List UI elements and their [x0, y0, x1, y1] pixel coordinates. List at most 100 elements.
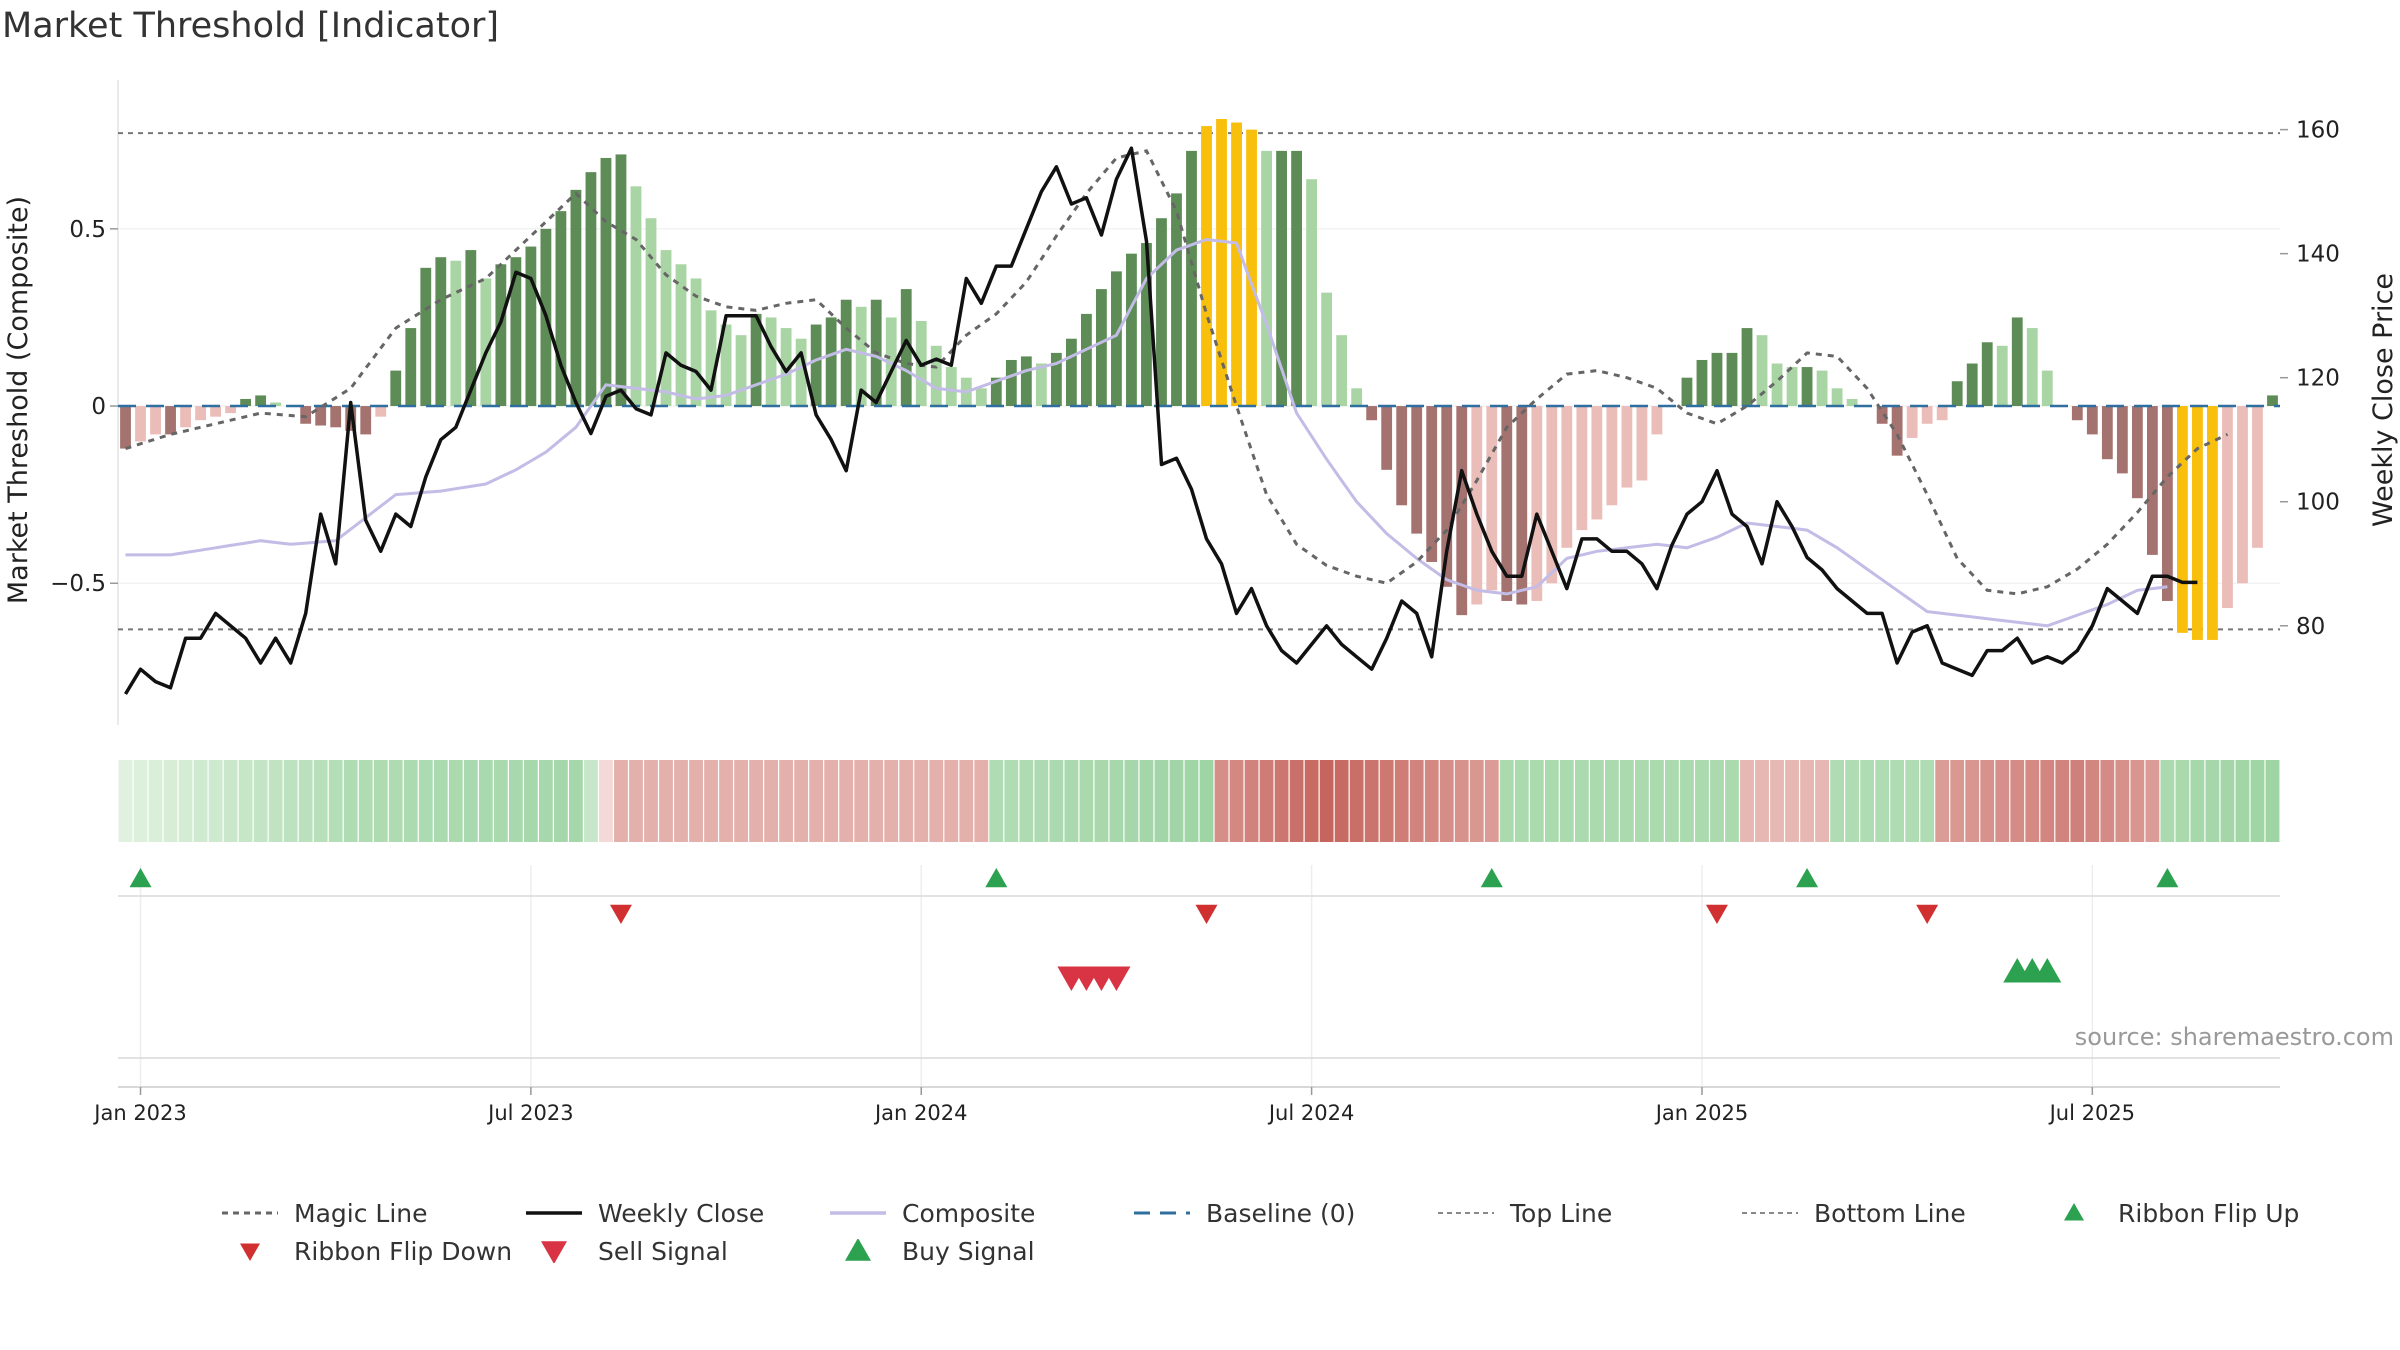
ribbon-cell [538, 760, 553, 842]
composite-bar [465, 250, 477, 407]
ribbon-cell [403, 760, 418, 842]
composite-bar [1501, 406, 1513, 601]
legend-item-sell: Sell Signal [524, 1234, 728, 1268]
ribbon-cell [914, 760, 929, 842]
composite-bar [1426, 406, 1438, 562]
composite-bar [1111, 271, 1122, 407]
ribbon-cell [974, 760, 989, 842]
ribbon-cell [584, 760, 598, 842]
ribbon-cell [1935, 760, 1950, 842]
composite-bar [2116, 406, 2128, 474]
legend-swatch-magic [222, 1211, 278, 1215]
ribbon-cell [1484, 760, 1499, 842]
composite-bar [900, 289, 912, 407]
ribbon-cell [2220, 760, 2235, 842]
composite-bar [825, 317, 837, 407]
composite-line [125, 237, 2168, 628]
ribbon-cell [223, 760, 238, 842]
ribbon-cell [644, 760, 658, 842]
x-tick-label: Jul 2025 [2048, 1101, 2135, 1125]
ribbon-cell [944, 760, 959, 842]
legend-item-composite: Composite [828, 1196, 1035, 1230]
ribbon-cell [1169, 760, 1184, 842]
composite-bar [765, 317, 777, 407]
composite-bar [720, 324, 732, 407]
ribbon-cell [1950, 760, 1965, 842]
ribbon-cell [1589, 760, 1604, 842]
ribbon-flip-up-marker [129, 868, 152, 888]
composite-bar [255, 395, 267, 407]
composite-bar [330, 406, 342, 428]
ribbon-cell [2175, 760, 2190, 842]
ribbon-cell [1499, 760, 1514, 842]
composite-bar [1816, 370, 1828, 407]
sell-signal-markers [1057, 966, 1131, 991]
composite-bar [705, 310, 717, 407]
legend-item-top: Top Line [1436, 1196, 1612, 1230]
y-axis-label: Market Threshold (Composite) [3, 196, 34, 604]
ribbon-cell [298, 760, 313, 842]
ribbon-cell [599, 760, 613, 842]
lower-grid [139, 865, 2094, 1090]
ribbon-cell [2205, 760, 2220, 842]
composite-bar [1246, 129, 1257, 407]
y-tick-label: 0 [91, 394, 106, 420]
composite-bar [2146, 406, 2158, 555]
legend-item-buy: Buy Signal [828, 1234, 1035, 1268]
ribbon-cell [2070, 760, 2085, 842]
source-label: source: sharemaestro.com [2075, 1023, 2394, 1051]
ribbon-flip-down-markers [609, 904, 1939, 924]
ribbon-cell [163, 760, 178, 842]
ribbon-cell [1635, 760, 1649, 842]
ribbon-cell [1439, 760, 1454, 842]
legend-swatch-sell [541, 1241, 567, 1263]
x-tick-label: Jul 2024 [1267, 1101, 1354, 1125]
ribbon-cell [268, 760, 283, 842]
ribbon-cell [869, 760, 884, 842]
composite-bar [1591, 406, 1603, 520]
legend-label: Bottom Line [1814, 1198, 1966, 1228]
composite-bar [2101, 406, 2113, 460]
ribbon-cell [1860, 760, 1875, 842]
composite-bar [1906, 406, 1918, 438]
ribbon-cell [1770, 760, 1784, 842]
composite-bar [1606, 406, 1618, 506]
composite-bar [1201, 126, 1212, 407]
ribbon-cell [328, 760, 343, 842]
composite-bar [1531, 406, 1543, 601]
ribbon-cell [1154, 760, 1169, 842]
ribbon-cell [1124, 760, 1139, 842]
ribbon-cell [2010, 760, 2025, 842]
ribbon-cell [373, 760, 388, 842]
ribbon-cell [899, 760, 914, 842]
composite-bar [780, 328, 792, 407]
composite-bar [2222, 406, 2233, 609]
ribbon-cell [854, 760, 869, 842]
legend-label: Sell Signal [598, 1236, 728, 1266]
legend-label: Top Line [1510, 1198, 1613, 1228]
composite-bar [1321, 292, 1333, 407]
composite-bar [1096, 289, 1107, 407]
composite-bar [390, 370, 402, 407]
ribbon-cell [1710, 760, 1724, 842]
composite-bar [795, 338, 807, 407]
ribbon-cell [689, 760, 703, 842]
ribbon-cell [193, 760, 208, 842]
ribbon-cell [118, 760, 133, 842]
composite-bar [225, 406, 237, 414]
ribbon-cell [1109, 760, 1124, 842]
ribbon-cell [1544, 760, 1559, 842]
ribbon-cell [1334, 760, 1349, 842]
y2-tick-label: 100 [2296, 490, 2340, 516]
ribbon-cell [659, 760, 673, 842]
composite-bar [1966, 363, 1978, 407]
composite-bar [1651, 406, 1663, 435]
ribbon-cell [704, 760, 718, 842]
legend-label: Magic Line [294, 1198, 428, 1228]
composite-bar [240, 398, 252, 407]
y2-tick-label: 80 [2296, 614, 2325, 640]
ribbon-cell [1785, 760, 1799, 842]
composite-bar [735, 335, 747, 407]
composite-bars [120, 118, 2278, 640]
